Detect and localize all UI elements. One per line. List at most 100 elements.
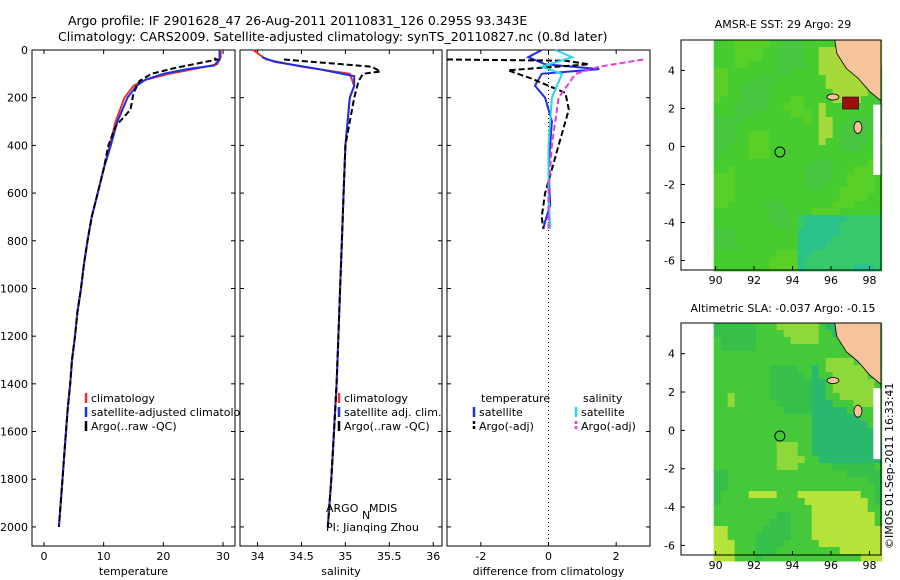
sla-map-grid-cell	[832, 477, 841, 485]
sst-map-grid-cell	[755, 96, 764, 104]
sla-map-grid-cell	[818, 393, 827, 401]
sla-map-grid-cell	[720, 456, 729, 464]
sst-map-grid-cell	[748, 89, 757, 97]
sla-map-grid-cell	[727, 470, 736, 478]
sla-map-grid-cell	[825, 337, 834, 345]
sla-map-grid-cell	[727, 498, 736, 506]
sst-map-grid-cell	[734, 180, 743, 188]
sla-map-grid-cell	[860, 519, 869, 527]
sla-map-grid-cell	[867, 533, 876, 541]
sst-map-grid-cell	[748, 54, 757, 62]
sla-map-grid-cell	[755, 456, 764, 464]
sla-map-grid-cell	[769, 365, 778, 373]
sla-map-grid-cell	[790, 428, 799, 436]
sst-map-grid-cell	[713, 152, 722, 160]
sla-map-grid-cell	[762, 540, 771, 548]
sst-map-grid-cell	[762, 40, 771, 48]
sla-map-grid-cell	[776, 533, 785, 541]
sla-map-island-simeulue	[826, 377, 840, 384]
sst-map-grid-cell	[832, 194, 841, 202]
sst-map-lat-tick-label: -4	[664, 216, 675, 229]
sst-map-grid-cell	[867, 110, 876, 118]
sst-map-grid-cell	[839, 201, 848, 209]
sla-map-grid-cell	[853, 386, 862, 394]
sst-map-grid-cell	[741, 96, 750, 104]
depth-tick-label: 600	[7, 187, 28, 200]
sst-map-grid-cell	[741, 145, 750, 153]
sla-map-grid-cell	[776, 337, 785, 345]
sla-map-grid-cell	[790, 547, 799, 555]
sla-map-grid-cell	[783, 386, 792, 394]
sla-map-grid-cell	[797, 540, 806, 548]
sst-map-grid-cell	[734, 110, 743, 118]
imos-timestamp: ©IMOS 01-Sep-2011 16:33:41	[883, 383, 896, 549]
sst-map-grid-cell	[804, 124, 813, 132]
sst-map-grid-cell	[783, 201, 792, 209]
sst-map-grid-cell	[769, 187, 778, 195]
sla-map-grid-cell	[825, 386, 834, 394]
sst-map-grid-cell	[720, 159, 729, 167]
sla-map-grid-cell	[867, 379, 876, 387]
sla-map-grid-cell	[741, 554, 750, 562]
sst-map-grid-cell	[783, 229, 792, 237]
sla-map-grid-cell	[776, 512, 785, 520]
sst-map-grid-cell	[741, 47, 750, 55]
sst-map-grid-cell	[755, 124, 764, 132]
sla-map-grid-cell	[741, 477, 750, 485]
sst-map-grid-cell	[839, 236, 848, 244]
sst-map-grid-cell	[748, 215, 757, 223]
sla-map-grid-cell	[818, 428, 827, 436]
sla-map-grid-cell	[797, 449, 806, 457]
sst-map-grid-cell	[713, 166, 722, 174]
sla-map-grid-cell	[734, 428, 743, 436]
sla-map-grid-cell	[832, 547, 841, 555]
sla-map-grid-cell	[860, 456, 869, 464]
sla-map-grid-cell	[804, 547, 813, 555]
sst-map-grid-cell	[769, 215, 778, 223]
sst-map-grid-cell	[804, 117, 813, 125]
sla-map-grid-cell	[867, 512, 876, 520]
sla-map-grid-cell	[874, 533, 883, 541]
sla-map-grid-cell	[804, 533, 813, 541]
sst-map-grid-cell	[713, 117, 722, 125]
sst-map-grid-cell	[755, 145, 764, 153]
sst-map-grid-cell	[741, 243, 750, 251]
sst-map-grid-cell	[867, 131, 876, 139]
sst-map-grid-cell	[755, 236, 764, 244]
sla-map-grid-cell	[853, 358, 862, 366]
sla-map-grid-cell	[804, 337, 813, 345]
diff-legend-item: Argo(-adj)	[479, 420, 534, 433]
sla-map-grid-cell	[790, 386, 799, 394]
sst-map-grid-cell	[846, 264, 855, 272]
sla-map-grid-cell	[846, 365, 855, 373]
sla-map-lat-tick-label: -4	[664, 501, 675, 514]
sla-map-grid-cell	[769, 547, 778, 555]
sst-map-grid-cell	[853, 138, 862, 146]
sst-map-grid-cell	[825, 194, 834, 202]
sla-map-grid-cell	[860, 498, 869, 506]
sla-map-grid-cell	[741, 400, 750, 408]
sla-map-grid-cell	[867, 463, 876, 471]
sst-map-island-simeulue	[826, 93, 840, 101]
sla-map-grid-cell	[769, 442, 778, 450]
sla-map-grid-cell	[762, 358, 771, 366]
sst-map-grid-cell	[720, 180, 729, 188]
sla-map-grid-cell	[776, 393, 785, 401]
sla-map-grid-cell	[867, 421, 876, 429]
sla-map-grid-cell	[776, 351, 785, 359]
depth-tick-label: 1000	[0, 282, 28, 295]
sla-map-frame	[680, 322, 882, 556]
sst-map-grid-cell	[797, 159, 806, 167]
sla-map-grid-cell	[825, 463, 834, 471]
sst-map-grid-cell	[755, 180, 764, 188]
sla-map-grid-cell	[832, 421, 841, 429]
sst-map-grid-cell	[727, 47, 736, 55]
sst-map-grid-cell	[839, 222, 848, 230]
sst-map-grid-cell	[853, 152, 862, 160]
sla-map-grid-cell	[853, 421, 862, 429]
sla-map-grid-cell	[846, 379, 855, 387]
difference-profile-xtick-label: 0	[545, 550, 552, 563]
sst-map-grid-cell	[727, 103, 736, 111]
sst-map-grid-cell	[720, 61, 729, 69]
